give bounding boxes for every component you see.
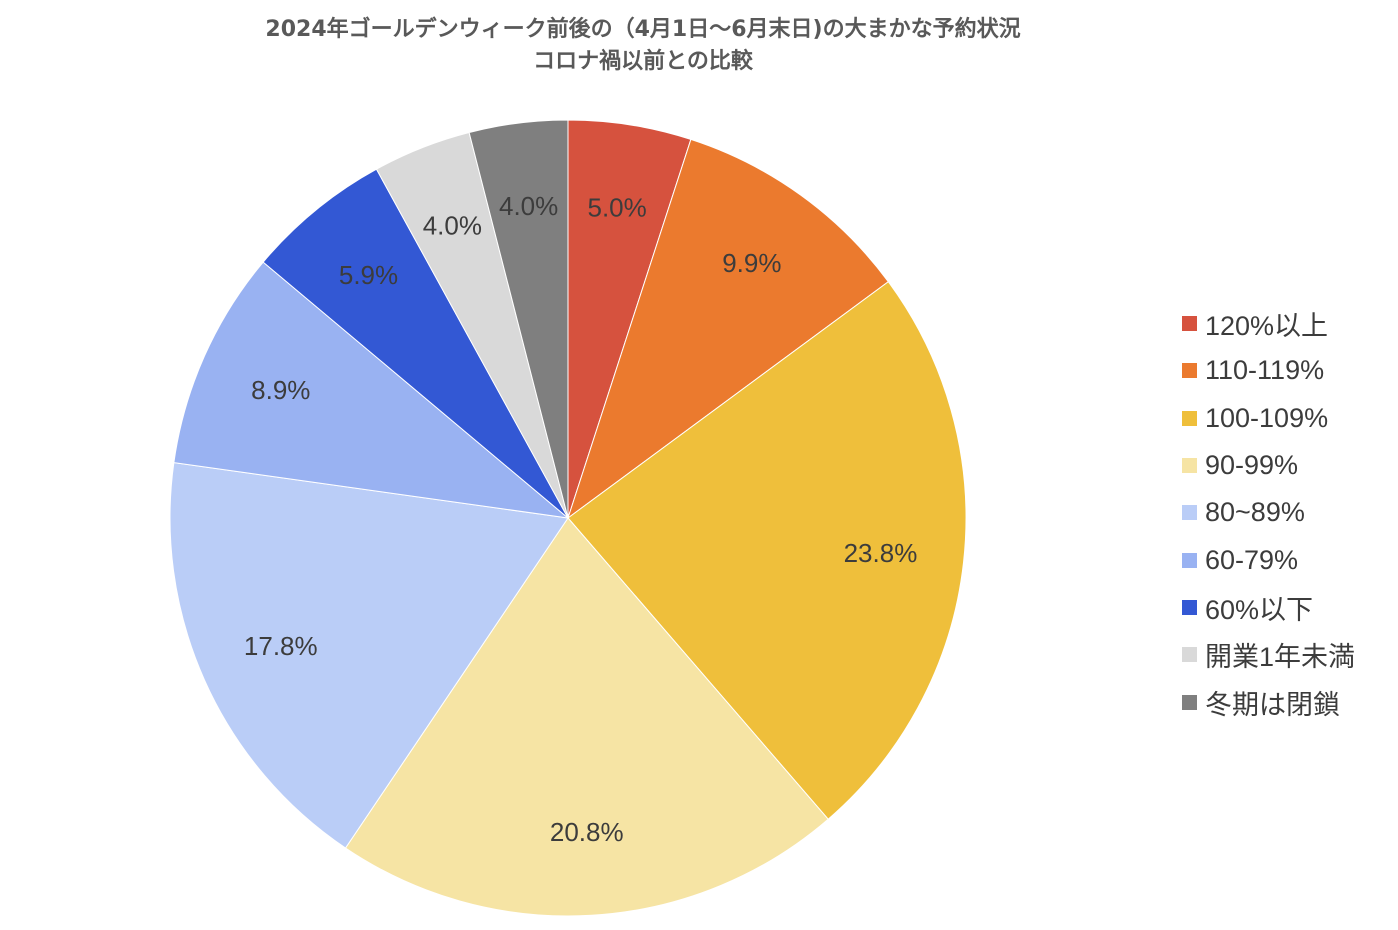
slice-value-label: 8.9% bbox=[251, 375, 310, 405]
legend-label: 冬期は閉鎖 bbox=[1205, 689, 1340, 720]
pie-slice bbox=[173, 261, 570, 519]
legend-swatch bbox=[1182, 410, 1197, 426]
slice-value-label: 23.8% bbox=[844, 538, 918, 568]
legend-label: 110-119% bbox=[1205, 355, 1325, 386]
pie-slices bbox=[169, 119, 967, 917]
legend-swatch bbox=[1182, 363, 1197, 379]
legend-label: 開業1年未満 bbox=[1205, 642, 1356, 673]
legend-swatch bbox=[1182, 694, 1197, 710]
slice-value-label: 4.0% bbox=[499, 191, 558, 221]
pie-slice bbox=[567, 281, 967, 820]
pie-value-labels: 5.0% 9.9% 23.8% 20.8% 17.8% 8.9% 5.9% 4.0% 4.0% bbox=[244, 191, 917, 847]
slice-value-label: 5.0% bbox=[588, 192, 647, 222]
legend-swatch bbox=[1182, 505, 1197, 521]
slice-value-label: 17.8% bbox=[244, 631, 318, 661]
pie-slice bbox=[567, 138, 889, 520]
legend-item: 110-119% bbox=[1182, 347, 1355, 394]
legend-label: 60-79% bbox=[1205, 544, 1299, 575]
legend-swatch bbox=[1182, 552, 1197, 568]
slice-value-label: 4.0% bbox=[423, 211, 482, 241]
legend-label: 100-109% bbox=[1205, 402, 1329, 433]
legend-item: 120%以上 bbox=[1182, 300, 1355, 347]
legend-item: 開業1年未満 bbox=[1182, 631, 1355, 678]
legend-swatch bbox=[1182, 316, 1197, 332]
chart-title: 2024年ゴールデンウィーク前後の（4月1日〜6月末日)の大まかな予約状況 コロ… bbox=[0, 14, 1286, 78]
pie-slice bbox=[169, 462, 569, 849]
legend-item: 90-99% bbox=[1182, 442, 1355, 489]
legend-label: 60%以下 bbox=[1205, 594, 1314, 625]
legend-item: 60-79% bbox=[1182, 536, 1355, 583]
legend-label: 90-99% bbox=[1205, 450, 1299, 481]
slice-value-label: 20.8% bbox=[550, 817, 624, 847]
chart-subtitle: コロナ禍以前との比較 bbox=[533, 49, 753, 74]
legend-label: 80~89% bbox=[1205, 497, 1305, 528]
legend: 120%以上 110-119% 100-109% 90-99% 80~89% 60-79%… bbox=[1182, 300, 1355, 726]
legend-item: 80~89% bbox=[1182, 489, 1355, 536]
pie-slice bbox=[262, 168, 569, 519]
legend-label: 120%以上 bbox=[1205, 311, 1329, 342]
legend-item: 冬期は閉鎖 bbox=[1182, 678, 1355, 725]
slice-value-label: 9.9% bbox=[722, 248, 781, 278]
pie-slice bbox=[468, 119, 569, 519]
legend-item: 100-109% bbox=[1182, 395, 1355, 442]
legend-item: 60%以下 bbox=[1182, 584, 1355, 631]
pie-slice bbox=[344, 517, 829, 917]
legend-swatch bbox=[1182, 599, 1197, 615]
chart-title-line-1: 2024年ゴールデンウィーク前後の（4月1日〜6月末日)の大まかな予約状況 bbox=[265, 17, 1021, 42]
legend-swatch bbox=[1182, 458, 1197, 474]
slice-value-label: 5.9% bbox=[339, 260, 398, 290]
legend-swatch bbox=[1182, 647, 1197, 663]
